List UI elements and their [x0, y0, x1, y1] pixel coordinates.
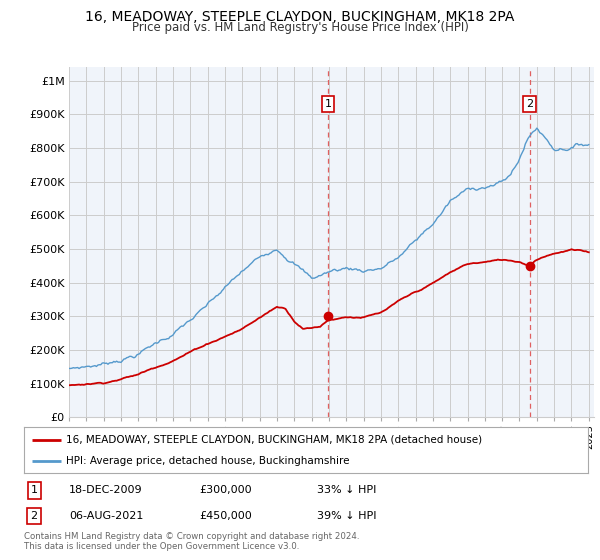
Text: 16, MEADOWAY, STEEPLE CLAYDON, BUCKINGHAM, MK18 2PA: 16, MEADOWAY, STEEPLE CLAYDON, BUCKINGHA… [85, 10, 515, 24]
Text: 33% ↓ HPI: 33% ↓ HPI [317, 486, 377, 496]
Text: 18-DEC-2009: 18-DEC-2009 [69, 486, 143, 496]
Text: 06-AUG-2021: 06-AUG-2021 [69, 511, 143, 521]
Text: £300,000: £300,000 [199, 486, 251, 496]
Text: 2: 2 [31, 511, 38, 521]
Text: 1: 1 [325, 99, 332, 109]
Text: 2: 2 [526, 99, 533, 109]
Text: £450,000: £450,000 [199, 511, 251, 521]
Text: Price paid vs. HM Land Registry's House Price Index (HPI): Price paid vs. HM Land Registry's House … [131, 21, 469, 34]
Text: 16, MEADOWAY, STEEPLE CLAYDON, BUCKINGHAM, MK18 2PA (detached house): 16, MEADOWAY, STEEPLE CLAYDON, BUCKINGHA… [66, 435, 482, 445]
Text: 1: 1 [31, 486, 38, 496]
Text: Contains HM Land Registry data © Crown copyright and database right 2024.
This d: Contains HM Land Registry data © Crown c… [24, 532, 359, 552]
Text: HPI: Average price, detached house, Buckinghamshire: HPI: Average price, detached house, Buck… [66, 456, 350, 466]
Text: 39% ↓ HPI: 39% ↓ HPI [317, 511, 377, 521]
